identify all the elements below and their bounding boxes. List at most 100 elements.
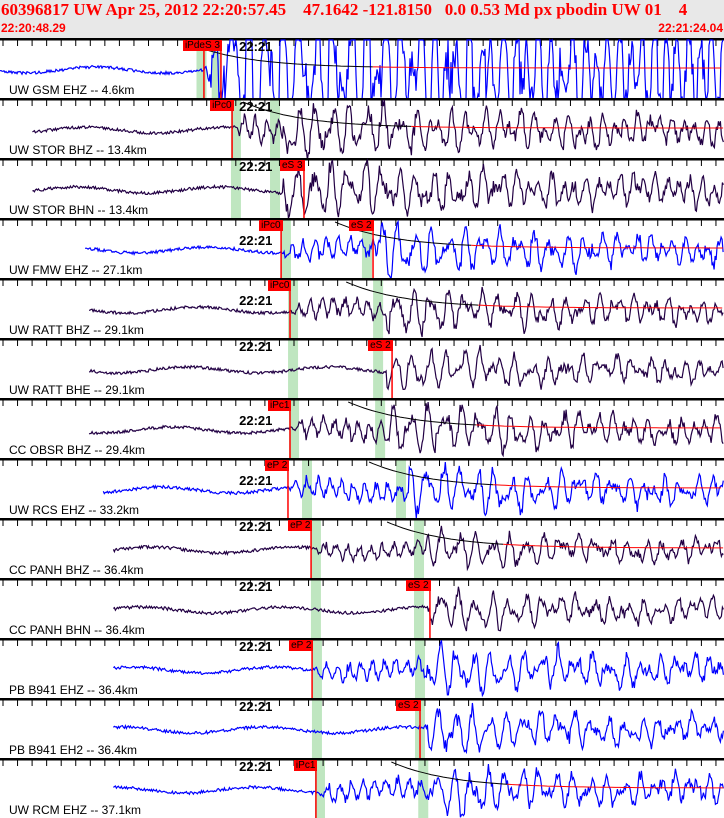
phase-pick-label[interactable]: eS 2 (405, 580, 431, 591)
station-channel-label: UW FMW EHZ -- 27.1km (9, 263, 143, 277)
phase-pick-label[interactable]: iPc0 (268, 280, 292, 291)
predicted-phase-band (230, 98, 241, 158)
minute-marker-label: 22:21 (239, 99, 273, 114)
seismogram-panel[interactable]: iPc0 22:21 UW RATT BHZ -- 29.1km (0, 278, 724, 338)
minute-marker-label: 22:21 (239, 159, 273, 174)
station-channel-label: UW STOR BHN -- 13.4km (9, 203, 149, 217)
minute-marker-label: 22:21 (239, 699, 273, 714)
station-channel-label: PB B941 EHZ -- 36.4km (9, 683, 138, 697)
coda-fit-curve (242, 101, 412, 127)
phase-pick-label[interactable]: iPdeS 3 (182, 40, 222, 51)
predicted-phase-band (373, 338, 384, 398)
waveform-trace (112, 702, 724, 755)
phase-pick-label[interactable]: iPc1 (293, 760, 318, 771)
coda-fit-curve (386, 521, 504, 545)
phase-pick-label[interactable]: eS 2 (368, 340, 393, 351)
coda-fit-curve (348, 401, 477, 426)
predicted-phase-band (311, 698, 322, 758)
waveform-canvas (0, 398, 724, 458)
minute-marker-label: 22:21 (239, 233, 273, 248)
coda-window-line (476, 424, 721, 429)
minute-marker-label: 22:21 (239, 519, 273, 534)
predicted-phase-band (414, 518, 425, 578)
seismogram-panel[interactable]: eS 2 22:21 UW RATT BHE -- 29.1km (0, 338, 724, 398)
window-start-time: 22:20:48.29 (1, 21, 66, 35)
waveform-canvas (0, 278, 724, 338)
coda-window-line (503, 543, 724, 549)
waveform-canvas (0, 38, 724, 98)
phase-pick-label[interactable]: eS 3 (279, 160, 305, 171)
coda-window-line (471, 244, 724, 249)
coda-fit-curve (368, 461, 494, 486)
waveform-trace (0, 38, 724, 98)
waveform-canvas (0, 518, 724, 578)
phase-pick-label[interactable]: eP 2 (264, 460, 290, 471)
seismogram-panel[interactable]: eS 2 22:21 CC PANH BHN -- 36.4km (0, 578, 724, 638)
event-header: 60396817 UW Apr 25, 2012 22:20:57.45 47.… (0, 0, 724, 38)
seismogram-panel[interactable]: iPc1 22:21 UW RCM EHZ -- 37.1km (0, 758, 724, 818)
waveform-canvas (0, 218, 724, 278)
seismogram-panel[interactable]: eP 2 22:21 CC PANH BHZ -- 36.4km (0, 518, 724, 578)
predicted-phase-band (280, 218, 291, 278)
coda-fit-curve (184, 41, 373, 68)
waveform-canvas (0, 158, 724, 218)
coda-window-line (493, 484, 722, 489)
predicted-phase-band (270, 158, 281, 218)
seismogram-panel[interactable]: iPc1 22:21 CC OBSR BHZ -- 29.4km (0, 398, 724, 458)
coda-fit-curve (391, 761, 508, 785)
seismogram-panel[interactable]: eS 3 22:21 UW STOR BHN -- 13.4km (0, 158, 724, 218)
phase-pick-label[interactable]: eP 2 (288, 520, 313, 531)
predicted-phase-band (270, 98, 281, 158)
seismogram-panel[interactable]: iPc0 22:21 UW STOR BHZ -- 13.4km (0, 98, 724, 158)
waveform-trace (112, 640, 724, 698)
seismogram-panel[interactable]: iPc0 eS 2 22:21 UW FMW EHZ -- 27.1km (0, 218, 724, 278)
waveform-trace (102, 461, 724, 518)
predicted-phase-band (375, 398, 386, 458)
minute-marker-label: 22:21 (239, 413, 273, 428)
minute-marker-label: 22:21 (239, 39, 273, 54)
waveform-canvas (0, 638, 724, 698)
seismogram-panel[interactable]: iPdeS 3 22:21 UW GSM EHZ -- 4.6km (0, 38, 724, 98)
waveform-trace (113, 764, 724, 818)
waveform-canvas (0, 98, 724, 158)
waveform-canvas (0, 578, 724, 638)
predicted-phase-band (211, 38, 222, 98)
minute-marker-label: 22:21 (239, 339, 273, 354)
station-channel-label: UW RATT BHE -- 29.1km (9, 383, 145, 397)
window-end-time: 22:21:24.04 (658, 21, 723, 35)
station-channel-label: CC PANH BHN -- 36.4km (9, 623, 145, 637)
coda-window-line (478, 304, 723, 309)
station-channel-label: UW RCS EHZ -- 33.2km (9, 503, 140, 517)
station-channel-label: CC OBSR BHZ -- 29.4km (9, 443, 146, 457)
coda-window-line (507, 783, 724, 789)
predicted-phase-band (288, 278, 299, 338)
phase-pick-label[interactable]: eS 2 (349, 220, 374, 231)
waveform-trace (88, 286, 724, 338)
waveform-canvas (0, 458, 724, 518)
predicted-phase-band (289, 398, 300, 458)
station-channel-label: UW GSM EHZ -- 4.6km (9, 83, 135, 97)
minute-marker-label: 22:21 (239, 639, 273, 654)
phase-pick-label[interactable]: iPc0 (210, 100, 234, 111)
coda-fit-curve (346, 281, 479, 306)
predicted-phase-band (302, 458, 313, 518)
station-channel-label: PB B941 EH2 -- 36.4km (9, 743, 138, 757)
waveform-trace (32, 99, 724, 158)
predicted-phase-band (415, 638, 426, 698)
seismogram-panel[interactable]: eS 2 22:21 PB B941 EH2 -- 36.4km (0, 698, 724, 758)
phase-pick-label[interactable]: eP 2 (289, 640, 314, 651)
waveform-trace (112, 586, 724, 632)
waveform-canvas (0, 698, 724, 758)
seismogram-panel[interactable]: eP 2 22:21 PB B941 EHZ -- 36.4km (0, 638, 724, 698)
seismogram-panel[interactable]: eP 2 22:21 UW RCS EHZ -- 33.2km (0, 458, 724, 518)
predicted-phase-band (314, 758, 325, 818)
waveform-trace (32, 158, 724, 218)
coda-window-line (372, 66, 721, 69)
station-channel-label: UW RATT BHZ -- 29.1km (9, 323, 144, 337)
phase-pick-label[interactable]: iPc1 (268, 400, 292, 411)
phase-pick-label[interactable]: iPc0 (259, 220, 283, 231)
phase-pick-label[interactable]: eS 2 (396, 700, 421, 711)
minute-marker-label: 22:21 (239, 293, 273, 308)
station-channel-label: UW RCM EHZ -- 37.1km (9, 803, 141, 817)
coda-window-line (411, 125, 724, 129)
